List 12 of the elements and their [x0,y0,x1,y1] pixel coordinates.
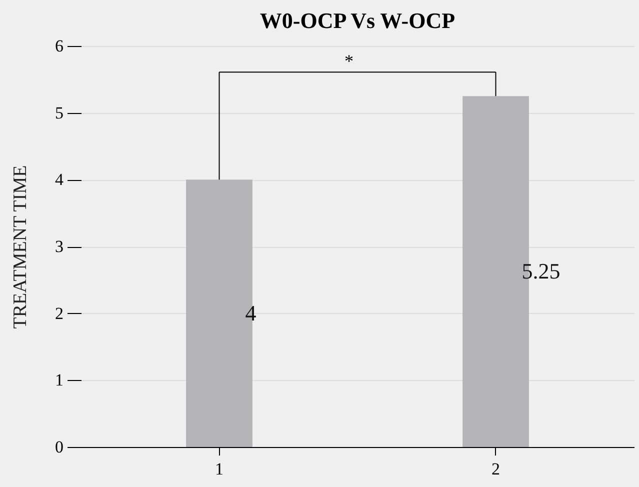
y-tick-label: 6 [55,36,64,56]
y-tick-label: 2 [55,304,64,323]
y-axis-title: TREATMENT TIME [10,165,31,329]
data-label: 5.25 [522,258,560,284]
chart-title: W0-OCP Vs W-OCP [260,8,456,33]
y-tick-label: 1 [55,370,64,390]
y-tick-label: 3 [55,237,64,256]
y-tick-label: 4 [55,170,64,190]
annotation: * [344,51,354,72]
y-tick-label: 0 [55,438,64,456]
y-tick-label: 5 [55,103,64,122]
data-label: 4 [245,300,256,326]
